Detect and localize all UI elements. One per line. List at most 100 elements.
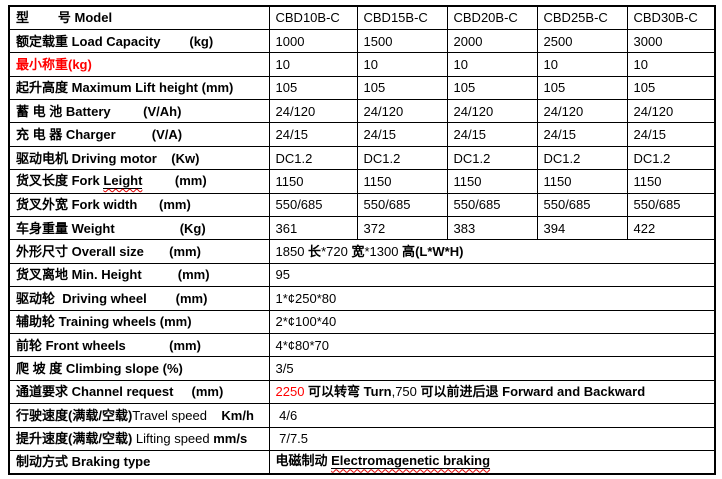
text-run: 可以转弯 [304,384,364,400]
spec-value-cell: 24/15 [536,122,628,147]
text-run: 蓄 电 池 Battery (V/Ah) [16,103,182,119]
text-run: 辅助轮 Training wheels (mm) [16,314,192,330]
table-row: 车身重量 Weight (Kg) 361 372 383 394 422 [8,216,716,241]
spec-label-cell: 货叉外宽 Fork width (mm) [8,192,270,218]
table-row: 货叉外宽 Fork width (mm) 550/685 550/685 550/68… [8,192,716,218]
table-row: 型 号 Model CBD10B-C CBD15B-C CBD20B-C CBD25B-… [8,5,716,30]
spec-value-cell: DC1.2 [446,145,538,171]
text-run: 4*¢80*70 [275,337,330,353]
spec-value-cell: 3000 [626,28,716,54]
text-run: 长 [308,244,322,260]
spec-value-cell: 24/120 [356,99,448,124]
spec-value-cell-merged: 3/5 [268,356,716,381]
spec-label-cell: 通道要求 Channel request (mm) [8,379,270,405]
table-row: 爬 坡 度 Climbing slope (%) 3/5 [8,356,716,381]
spec-value-cell: 550/685 [446,192,538,218]
spec-value-cell: CBD10B-C [268,5,358,30]
spec-value-cell: 550/685 [356,192,448,218]
spec-value-cell: 1150 [446,169,538,194]
text-run: (mm) [142,172,207,188]
spec-value-cell-merged: 95 [268,262,716,288]
spec-value-cell: 550/685 [626,192,716,218]
spec-sheet: 型 号 Model CBD10B-C CBD15B-C CBD20B-C CBD25B-… [0,5,722,479]
text-run: 最小称重(kg) [16,56,92,72]
spec-value-cell: CBD25B-C [536,5,628,30]
text-run: (L*W*H) [415,244,464,260]
text-run: 货叉长度 Fork [16,172,104,188]
spec-label-cell: 爬 坡 度 Climbing slope (%) [8,356,270,381]
spec-value-cell: 550/685 [536,192,628,218]
spec-value-cell: 24/120 [446,99,538,124]
spec-value-cell: 24/120 [536,99,628,124]
spec-value-cell: DC1.2 [626,145,716,171]
spec-value-cell: 24/120 [626,99,716,124]
text-run: *720 [321,244,352,260]
spec-table-body: 型 号 Model CBD10B-C CBD15B-C CBD20B-C CBD25B-… [8,5,716,475]
text-run: 型 号 Model [16,10,113,26]
spec-value-cell: 10 [626,52,716,77]
spec-value-cell: 383 [446,216,538,241]
table-row: 额定载重 Load Capacity (kg) 1000 1500 2000 2500 3… [8,28,716,54]
spec-label-cell: 最小称重(kg) [8,52,270,77]
spec-value-cell: 361 [268,216,358,241]
spec-value-cell-merged: 4*¢80*70 [268,332,716,358]
spec-label-cell: 驱动轮 Driving wheel (mm) [8,286,270,311]
spec-value-cell-merged: 2250 可以转弯 Turn,750 可以前进后退 Forward and Ba… [268,379,716,405]
table-row: 蓄 电 池 Battery (V/Ah) 24/120 24/120 24/120 24… [8,99,716,124]
spec-value-cell: 24/15 [268,122,358,147]
spec-value-cell: 10 [356,52,448,77]
text-run: ,750 [391,384,421,400]
spec-value-cell-merged: 7/7.5 [268,426,716,451]
text-run: Lifting speed [135,431,214,447]
spec-value-cell: 550/685 [268,192,358,218]
table-row: 最小称重(kg) 10 10 10 10 10 [8,52,716,77]
text-run: 驱动电机 Driving motor (Kw) [16,150,200,166]
spec-value-cell: 372 [356,216,448,241]
spec-value-cell: CBD30B-C [626,5,716,30]
spec-value-cell-merged: 1*¢250*80 [268,286,716,311]
spec-value-cell: DC1.2 [356,145,448,171]
spec-value-cell-merged: 4/6 [268,403,716,428]
spec-value-cell: 1150 [626,169,716,194]
text-run: 3/5 [275,361,294,377]
text-run: 宽 [351,244,365,260]
spec-value-cell: 105 [626,75,716,101]
table-row: 驱动电机 Driving motor (Kw) DC1.2 DC1.2 DC1.2 DC… [8,145,716,171]
text-run: Turn [363,384,392,400]
spec-label-cell: 货叉长度 Fork Leight (mm) [8,169,270,194]
text-run: 可以前进后退 [420,384,503,400]
text-run: Forward and Backward [502,384,646,400]
spec-label-cell: 制动方式 Braking type [8,449,270,475]
table-row: 行驶速度(满载/空载)Travel speed Km/h 4/6 [8,403,716,428]
text-run: Travel speed [132,407,207,423]
text-run: 1*¢250*80 [275,290,337,306]
spec-value-cell-merged: 1850 长*720 宽*1300 高(L*W*H) [268,239,716,264]
spec-value-cell: 24/15 [446,122,538,147]
text-run: 制动方式 Braking type [16,454,151,470]
spec-value-cell: 1500 [356,28,448,54]
spec-label-cell: 行驶速度(满载/空载)Travel speed Km/h [8,403,270,428]
text-run: Electromagenetic braking [331,453,491,470]
spec-label-cell: 辅助轮 Training wheels (mm) [8,309,270,334]
text-run: 额定载重 Load Capacity (kg) [16,33,214,49]
text-run: 2250 [275,384,305,400]
text-run: Leight [103,172,143,189]
spec-label-cell: 蓄 电 池 Battery (V/Ah) [8,99,270,124]
spec-value-cell: 10 [446,52,538,77]
spec-value-cell: CBD15B-C [356,5,448,30]
spec-value-cell: 24/15 [626,122,716,147]
text-run: Km/h [206,407,254,423]
spec-label-cell: 型 号 Model [8,5,270,30]
spec-value-cell: 1000 [268,28,358,54]
spec-value-cell: 1150 [268,169,358,194]
spec-label-cell: 提升速度(满载/空载) Lifting speed mm/s [8,426,270,451]
table-row: 外形尺寸 Overall size (mm) 1850 长*720 宽*1300 … [8,239,716,264]
spec-table: 型 号 Model CBD10B-C CBD15B-C CBD20B-C CBD25B-… [8,5,716,475]
spec-value-cell: 1150 [356,169,448,194]
text-run: 4/6 [275,407,298,423]
spec-value-cell: 422 [626,216,716,241]
text-run: mm/s [213,431,248,447]
text-run: *1300 [364,244,403,260]
text-run: 前轮 Front wheels (mm) [16,337,201,353]
spec-value-cell: 105 [536,75,628,101]
